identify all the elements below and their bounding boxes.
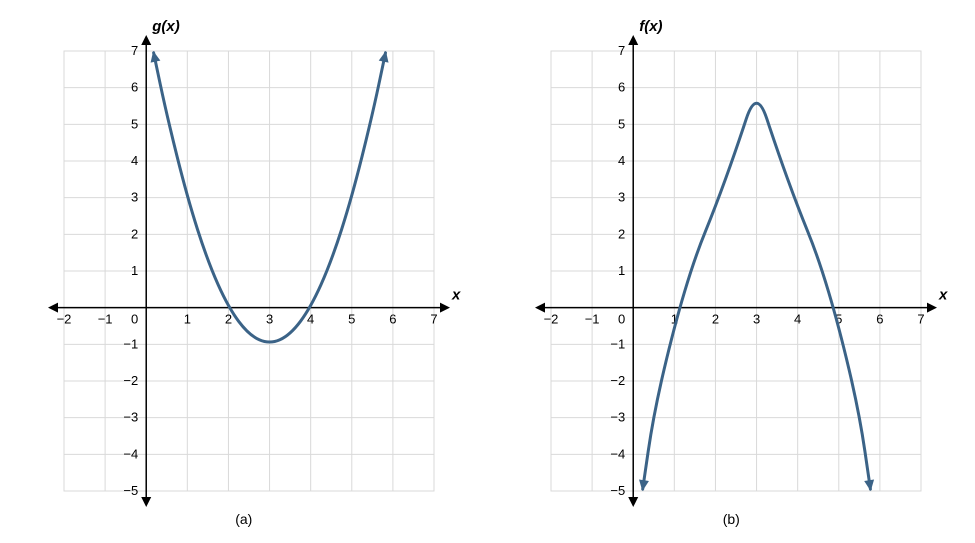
svg-text:3: 3	[618, 189, 625, 204]
svg-text:2: 2	[712, 311, 719, 326]
svg-text:4: 4	[131, 153, 138, 168]
svg-text:5: 5	[131, 116, 138, 131]
svg-text:−1: −1	[123, 336, 138, 351]
chart-b: −2−112345670−5−4−3−2−11234567f(x)x	[511, 17, 951, 507]
caption-a: (a)	[235, 511, 252, 527]
svg-text:5: 5	[618, 116, 625, 131]
svg-text:7: 7	[430, 311, 437, 326]
svg-text:−2: −2	[123, 373, 138, 388]
svg-text:−5: −5	[123, 483, 138, 498]
svg-text:−4: −4	[123, 446, 138, 461]
svg-text:1: 1	[183, 311, 190, 326]
svg-text:4: 4	[307, 311, 314, 326]
charts-container: −2 −1 1 2 3 4 5 6 7 0 −5 −4 −3 −2 −1 1 2 3 4 5 6 7 g(x) x (a) −…	[0, 0, 975, 543]
svg-text:−1: −1	[585, 311, 600, 326]
svg-text:1: 1	[131, 263, 138, 278]
svg-text:−3: −3	[123, 409, 138, 424]
svg-text:3: 3	[753, 311, 760, 326]
svg-text:2: 2	[131, 226, 138, 241]
svg-text:7: 7	[618, 43, 625, 58]
svg-text:6: 6	[618, 79, 625, 94]
svg-text:4: 4	[618, 153, 625, 168]
svg-text:0: 0	[618, 311, 625, 326]
chart-a: −2 −1 1 2 3 4 5 6 7 0 −5 −4 −3 −2 −1 1 2 3 4 5 6 7 g(x) x	[24, 17, 464, 507]
svg-text:−2: −2	[611, 373, 626, 388]
svg-text:−1: −1	[97, 311, 112, 326]
svg-text:7: 7	[918, 311, 925, 326]
svg-text:0: 0	[131, 311, 138, 326]
svg-text:f(x): f(x)	[639, 18, 662, 35]
svg-text:6: 6	[389, 311, 396, 326]
svg-text:6: 6	[131, 79, 138, 94]
svg-text:6: 6	[877, 311, 884, 326]
svg-text:2: 2	[618, 226, 625, 241]
svg-text:−3: −3	[611, 409, 626, 424]
svg-text:−4: −4	[611, 446, 626, 461]
svg-text:2: 2	[225, 311, 232, 326]
svg-text:4: 4	[794, 311, 801, 326]
svg-text:−2: −2	[544, 311, 559, 326]
svg-text:3: 3	[131, 189, 138, 204]
svg-text:−2: −2	[56, 311, 71, 326]
panel-a: −2 −1 1 2 3 4 5 6 7 0 −5 −4 −3 −2 −1 1 2 3 4 5 6 7 g(x) x (a)	[24, 17, 464, 527]
svg-text:x: x	[451, 286, 461, 303]
svg-text:g(x): g(x)	[151, 18, 180, 35]
svg-text:−5: −5	[611, 483, 626, 498]
svg-text:1: 1	[618, 263, 625, 278]
svg-text:7: 7	[131, 43, 138, 58]
svg-text:3: 3	[266, 311, 273, 326]
panel-b: −2−112345670−5−4−3−2−11234567f(x)x (b)	[511, 17, 951, 527]
svg-text:5: 5	[348, 311, 355, 326]
caption-b: (b)	[723, 511, 740, 527]
svg-text:x: x	[938, 286, 948, 303]
svg-text:−1: −1	[611, 336, 626, 351]
